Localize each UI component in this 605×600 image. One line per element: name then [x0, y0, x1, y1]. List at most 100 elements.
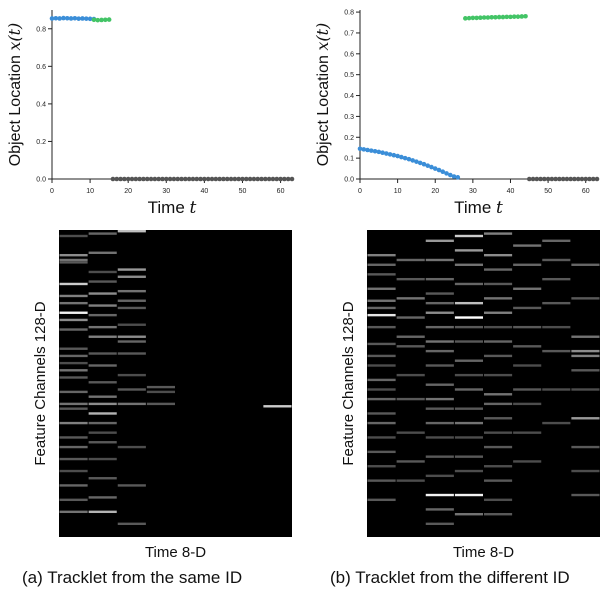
data-point [380, 150, 385, 156]
heatmap-cell [425, 383, 454, 386]
x-axis-label-var: t [190, 198, 197, 218]
heatmap-cell [367, 412, 396, 415]
heatmap-cell [59, 361, 88, 365]
heatmap-cell [59, 301, 88, 305]
heatmap-cell [88, 496, 117, 499]
heatmap-cell [571, 297, 600, 300]
scatter-plot-b: 0 10 20 30 40 50 60 0.0 0.1 0.2 0.3 0.4 0.5 0.6 0.7 0.8… [313, 10, 600, 218]
data-point [125, 176, 131, 182]
data-point [365, 147, 370, 153]
y-tick-label: 0.4 [344, 93, 354, 100]
heatmap-cell [117, 373, 146, 377]
data-point [114, 176, 120, 182]
data-point [205, 176, 211, 182]
data-point [489, 15, 494, 20]
heatmap-cell [454, 421, 483, 425]
heatmap-cell [542, 239, 571, 242]
data-point [515, 14, 521, 19]
heatmap-cell [542, 388, 571, 391]
x-tick-label: 0 [50, 188, 54, 195]
y-tick-label: 0.1 [344, 156, 354, 163]
y-axis-label: Object Location x(t) [313, 23, 332, 167]
heatmap-cell [88, 251, 117, 254]
data-point [575, 176, 581, 182]
heatmap-cell [425, 311, 454, 314]
heatmap-cell [367, 299, 396, 302]
data-point [144, 176, 150, 182]
data-point [285, 176, 291, 182]
heatmap-cell [542, 325, 571, 329]
heatmap-cell [367, 498, 396, 502]
heatmap-cell [59, 407, 88, 410]
heatmap-cell [425, 474, 454, 478]
heatmap-cell [484, 417, 513, 420]
heatmap-cell [454, 469, 483, 473]
y-axis-label-var: x(t) [313, 23, 332, 51]
data-point [110, 176, 116, 182]
x-tick-label: 20 [124, 188, 132, 195]
data-point [91, 17, 97, 23]
heatmap-cell [454, 301, 483, 305]
data-point [425, 163, 431, 168]
data-point [436, 167, 442, 173]
data-point [213, 176, 219, 182]
series-1 [463, 13, 528, 21]
data-point [64, 15, 70, 21]
heatmap-cell [117, 352, 146, 355]
y-tick-label: 0.5 [344, 72, 354, 79]
heatmap-cell [396, 397, 425, 401]
data-point [508, 14, 513, 20]
heatmap-cell [425, 340, 454, 343]
data-point [167, 176, 173, 182]
heatmap-cell [484, 354, 513, 358]
heatmap-cell [425, 325, 454, 329]
heatmap-cell [571, 388, 600, 391]
data-point [282, 176, 287, 182]
heatmap-cell [367, 436, 396, 439]
heatmap-cell [513, 287, 542, 290]
caption-a: (a) Tracklet from the same ID [22, 568, 243, 587]
heatmap-cell [367, 342, 396, 346]
data-point [57, 16, 62, 21]
heatmap-cell [367, 287, 396, 290]
x-tick-label: 60 [277, 188, 285, 195]
heatmap-cell [454, 325, 483, 329]
x-tick-label: 20 [431, 188, 439, 195]
heatmap-cell [263, 405, 292, 408]
y-tick-label: 0.2 [36, 139, 46, 146]
heatmap-cell [59, 484, 88, 487]
data-point [209, 176, 215, 182]
x-axis-label: Time t [454, 198, 503, 218]
heatmap-cell [484, 479, 513, 482]
heatmap-cell [59, 294, 88, 298]
data-point [500, 14, 506, 20]
data-point [526, 176, 532, 182]
y-tick-label: 0.4 [36, 101, 46, 108]
heatmap-cell [542, 277, 571, 281]
y-tick-label: 0.8 [36, 26, 46, 33]
data-point [590, 176, 596, 182]
x-tick-label: 30 [162, 188, 170, 195]
x-axis-label-text: Time [454, 198, 496, 217]
data-point [542, 176, 547, 182]
data-point [545, 176, 551, 182]
heatmap-cell [571, 263, 600, 266]
heatmap-cell [367, 313, 396, 317]
heatmap-cell [454, 249, 483, 252]
heatmap-cell [484, 465, 513, 468]
data-point [572, 176, 577, 182]
heatmap-cell [571, 493, 600, 497]
heatmap-cell [484, 402, 513, 406]
heatmap-y-label: Feature Channels 128-D [340, 301, 357, 465]
data-point [49, 16, 55, 21]
heatmap-cell [484, 513, 513, 516]
data-point [148, 176, 154, 182]
heatmap-cell [484, 373, 513, 377]
series-0 [357, 146, 461, 180]
heatmap-cell [571, 349, 600, 353]
heatmap-cell [59, 261, 88, 264]
data-point [447, 172, 453, 178]
heatmap-cell [425, 436, 454, 439]
data-point [118, 176, 123, 182]
heatmap-cell [484, 232, 513, 235]
